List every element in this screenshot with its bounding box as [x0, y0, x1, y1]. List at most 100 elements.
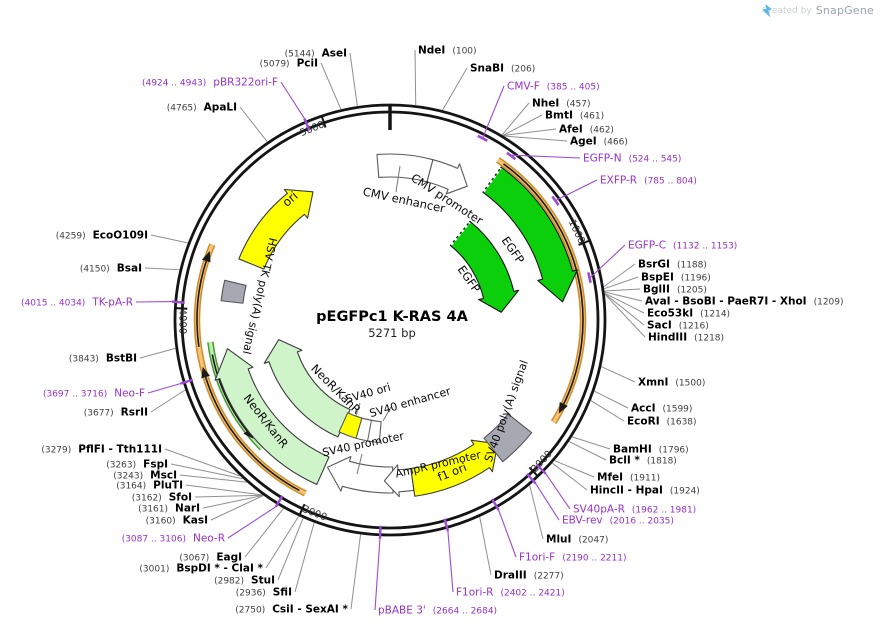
- sv40-enhancer-box: [355, 417, 382, 444]
- enzyme-leader: [594, 390, 629, 409]
- enzyme-leader: [501, 102, 530, 136]
- enzyme-label: (3067) EagI: [179, 552, 242, 564]
- gene-arrowhead: [201, 250, 211, 263]
- gene-arrowhead: [558, 402, 568, 414]
- enzyme-label: EcoRI (1638): [627, 416, 697, 428]
- enzyme-leader: [529, 485, 544, 540]
- primer-label: pBABE 3' (2664 .. 2684): [378, 605, 497, 617]
- cmv-promoter: [426, 159, 468, 195]
- enzyme-leader: [414, 49, 417, 106]
- enzyme-leader: [239, 106, 268, 143]
- sv40-ori-box: [338, 412, 363, 439]
- primer-mark: [491, 498, 500, 511]
- enzyme-leader: [265, 516, 300, 569]
- primer-leader: [374, 538, 381, 611]
- scale-tick: [320, 114, 327, 128]
- enzyme-label: BspEI (1196): [641, 272, 711, 284]
- feature-label-leader: [382, 406, 392, 422]
- enzyme-label: BmtI (461): [545, 110, 604, 122]
- enzyme-leader: [349, 52, 358, 107]
- snapgene-credit: Created by SnapGene: [762, 4, 874, 18]
- egfp-outer: [482, 166, 578, 303]
- enzyme-leader: [604, 291, 643, 302]
- sv40-polya-box: [483, 413, 533, 463]
- primer-mark: [506, 151, 517, 161]
- enzyme-leader: [350, 534, 362, 610]
- enzyme-leader: [552, 462, 588, 491]
- scale-tick: [298, 503, 306, 517]
- enzyme-leader: [442, 67, 468, 111]
- primer-leader: [545, 473, 571, 510]
- primer-label: F1ori-F (2190 .. 2211): [519, 552, 627, 564]
- enzyme-leader: [604, 276, 639, 290]
- enzyme-leader: [503, 128, 557, 137]
- gene-arrowhead: [201, 366, 210, 379]
- enzyme-label: NheI (457): [532, 98, 591, 110]
- primer-label: (4015 .. 4034) TK-pA-R: [21, 297, 133, 309]
- enzyme-leader: [185, 484, 263, 496]
- primer-label: EXFP-R (785 .. 804): [600, 175, 697, 187]
- f1-ori: [410, 439, 499, 497]
- enzyme-label: (4150) BsaI: [80, 263, 142, 275]
- primer-mark: [171, 300, 185, 304]
- enzyme-leader: [568, 441, 607, 461]
- enzyme-label: (3161) NarI: [138, 503, 200, 515]
- enzyme-leader: [590, 400, 625, 422]
- enzyme-label: AgeI (466): [570, 136, 628, 148]
- enzyme-label: AccI (1599): [631, 403, 692, 415]
- enzyme-leader: [604, 293, 646, 338]
- primer-leader: [482, 85, 505, 138]
- scale-tick: [528, 466, 540, 478]
- enzyme-leader: [604, 292, 645, 314]
- enzyme-leader: [164, 448, 240, 477]
- enzyme-label: BamHI (1796): [613, 444, 689, 456]
- enzyme-label: BclI * (1818): [609, 455, 677, 467]
- enzyme-label: Eco53kI (1214): [647, 308, 730, 320]
- created-by-label: Created by: [762, 5, 812, 16]
- enzyme-label: (3162) SfoI: [132, 492, 192, 504]
- enzyme-leader: [601, 366, 636, 383]
- enzyme-label: MluI (2047): [546, 534, 608, 546]
- ori: [238, 188, 314, 270]
- neor-kanr-outer: [214, 348, 330, 485]
- primer-mark: [443, 518, 450, 532]
- enzyme-leader: [150, 234, 188, 244]
- feature-label-leader: [355, 402, 361, 417]
- primer-mark: [378, 525, 382, 539]
- enzyme-label: (3001) BspDI * - ClaI *: [139, 563, 263, 575]
- gene-arrow: [211, 354, 249, 434]
- ampr-promoter: [383, 464, 415, 498]
- primer-leader: [535, 483, 560, 521]
- enzyme-label: (3164) PluTI: [116, 480, 183, 492]
- primer-mark: [526, 473, 537, 485]
- feature-label-leader: [395, 165, 401, 193]
- enzyme-leader: [320, 62, 342, 110]
- enzyme-label: (4765) ApaLI: [167, 102, 237, 114]
- primer-label: EGFP-N (524 .. 545): [583, 153, 681, 165]
- enzyme-label: HindIII (1218): [648, 332, 724, 344]
- hsv-tk-polya-box: [220, 279, 247, 304]
- primer-label: SV40pA-R (1962 .. 1981): [573, 504, 696, 516]
- enzyme-leader: [194, 494, 263, 498]
- enzyme-label: NdeI (100): [418, 45, 477, 57]
- primer-mark: [274, 495, 284, 508]
- primer-mark: [535, 463, 547, 475]
- enzyme-label: SnaBI (206): [470, 63, 535, 75]
- primer-mark: [180, 378, 194, 385]
- enzyme-leader: [210, 495, 264, 521]
- enzyme-label: XmnI (1500): [638, 377, 705, 389]
- enzyme-label: (3160) KasI: [146, 515, 208, 527]
- enzyme-leader: [479, 516, 492, 576]
- primer-leader: [280, 81, 305, 119]
- primer-mark: [477, 134, 488, 142]
- enzyme-leader: [170, 463, 243, 480]
- enzyme-leader: [604, 293, 645, 326]
- enzyme-leader: [202, 494, 264, 509]
- enzyme-leader: [504, 135, 568, 142]
- enzyme-label: DraIII (2277): [494, 570, 564, 582]
- enzyme-label: (3279) PflFI - Tth111I: [41, 444, 162, 456]
- plasmid-name: pEGFPc1 K-RAS 4A: [316, 309, 468, 325]
- snapgene-icon: [762, 4, 772, 18]
